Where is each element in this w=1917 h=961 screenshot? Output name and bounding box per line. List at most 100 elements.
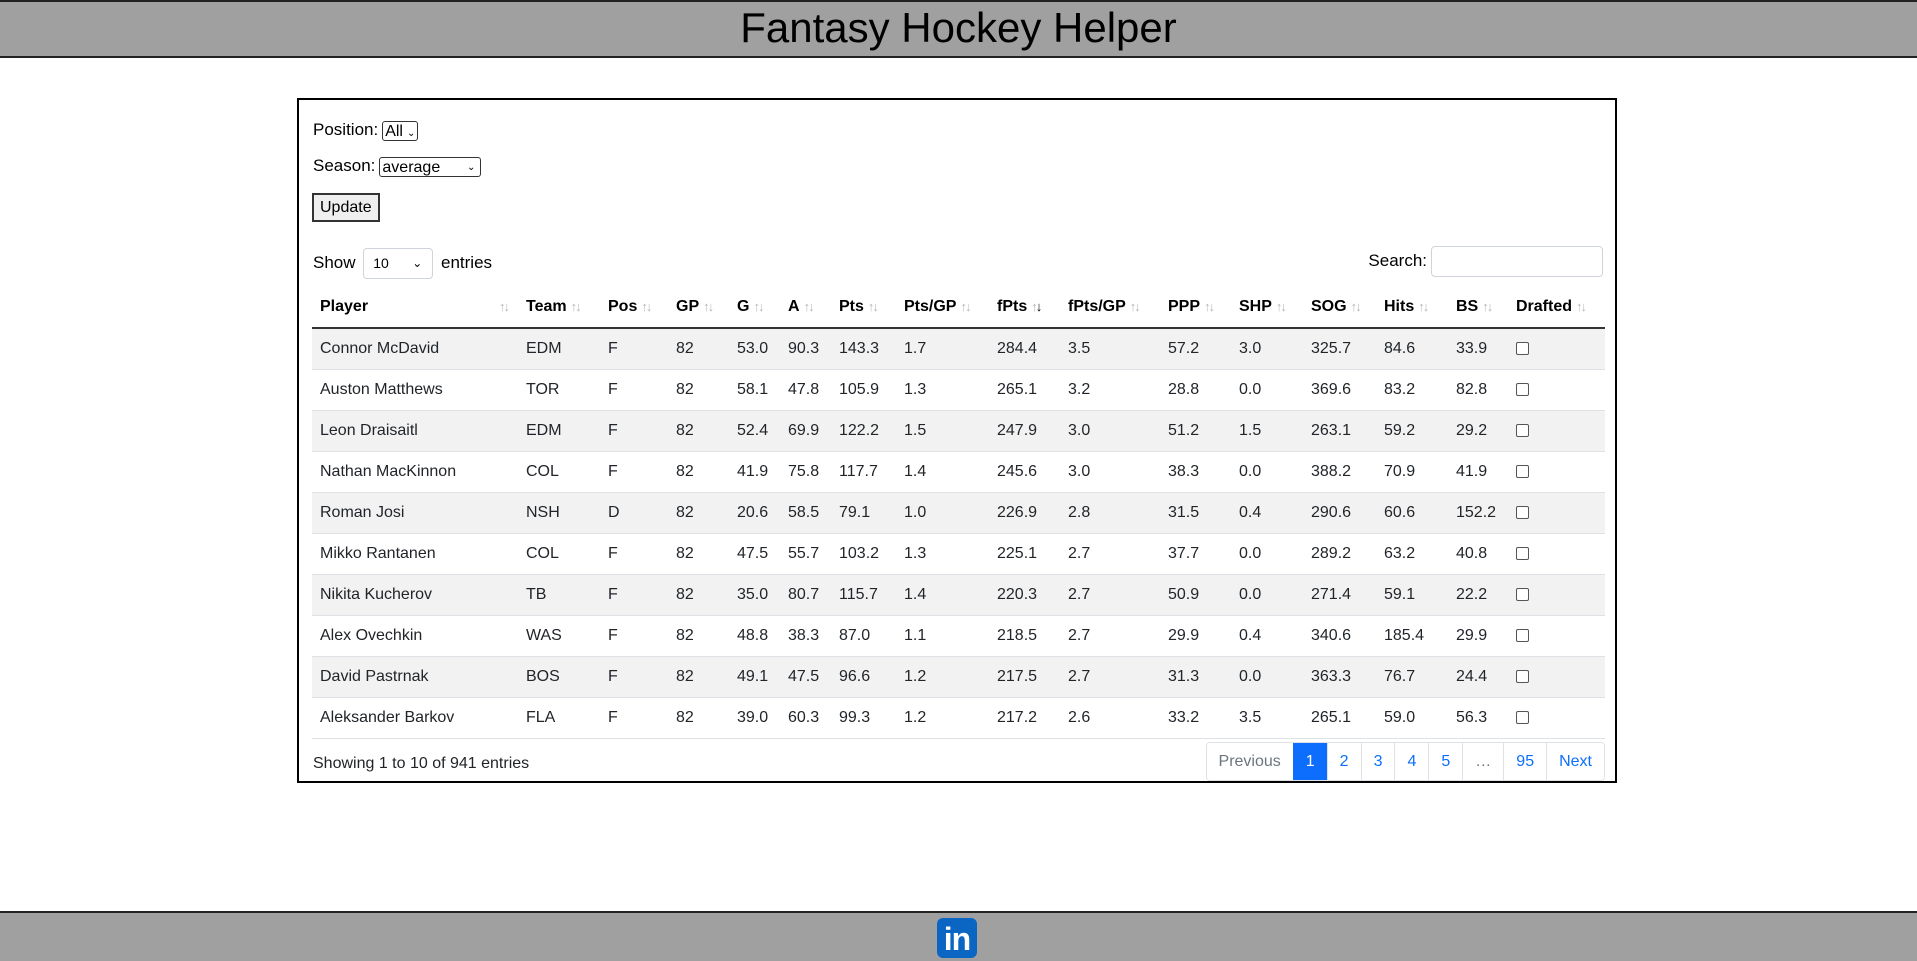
cell-ppp: 37.7 — [1160, 533, 1231, 575]
column-header-label: Team — [526, 298, 567, 315]
chevron-down-icon: ⌄ — [412, 256, 423, 270]
page-header: Fantasy Hockey Helper — [0, 0, 1917, 58]
previous-page-button[interactable]: Previous — [1206, 743, 1293, 780]
column-header-g[interactable]: G ↑↓ — [729, 287, 780, 329]
next-page-button[interactable]: Next — [1546, 743, 1604, 780]
cell-shp: 3.5 — [1231, 697, 1303, 739]
column-header-pts-per-gp[interactable]: Pts/GP ↑↓ — [896, 287, 989, 329]
drafted-checkbox[interactable] — [1516, 670, 1529, 684]
drafted-checkbox[interactable] — [1516, 424, 1529, 438]
cell-fpts: 245.6 — [989, 451, 1060, 493]
page-title: Fantasy Hockey Helper — [740, 4, 1177, 51]
column-header-hits[interactable]: Hits ↑↓ — [1376, 287, 1448, 329]
cell-pts-per-gp: 1.2 — [896, 697, 989, 739]
cell-shp: 0.0 — [1231, 451, 1303, 493]
position-label: Position: — [313, 120, 379, 139]
cell-team: BOS — [518, 656, 600, 698]
cell-g: 41.9 — [729, 451, 780, 493]
cell-pts-per-gp: 1.1 — [896, 615, 989, 657]
cell-bs: 82.8 — [1448, 369, 1508, 411]
cell-ppp: 38.3 — [1160, 451, 1231, 493]
cell-bs: 29.2 — [1448, 410, 1508, 452]
search-label: Search: — [1368, 250, 1427, 270]
drafted-checkbox[interactable] — [1516, 711, 1529, 725]
cell-fpts-per-gp: 3.5 — [1060, 327, 1160, 370]
pagination-ellipsis: … — [1462, 743, 1504, 780]
cell-drafted — [1508, 574, 1605, 616]
table-info: Showing 1 to 10 of 941 entries — [313, 755, 530, 772]
position-select[interactable]: All ⌄ — [382, 120, 419, 141]
column-header-ppp[interactable]: PPP ↑↓ — [1160, 287, 1231, 329]
cell-hits: 59.0 — [1376, 697, 1448, 739]
cell-g: 35.0 — [729, 574, 780, 616]
sort-icon: ↑↓ — [867, 299, 879, 314]
drafted-checkbox[interactable] — [1516, 465, 1529, 479]
cell-pos: F — [600, 574, 668, 616]
page-button-95[interactable]: 95 — [1503, 743, 1547, 780]
column-header-fpts-per-gp[interactable]: fPts/GP ↑↓ — [1060, 287, 1160, 329]
drafted-checkbox[interactable] — [1516, 588, 1529, 602]
cell-shp: 3.0 — [1231, 327, 1303, 370]
table-row: Leon Draisaitl EDM F 82 52.4 69.9 122.2 1.5 247.… — [312, 410, 1605, 452]
cell-sog: 369.6 — [1303, 369, 1376, 411]
column-header-fpts[interactable]: fPts ↑↓ — [989, 287, 1060, 329]
cell-drafted — [1508, 410, 1605, 452]
column-header-sog[interactable]: SOG ↑↓ — [1303, 287, 1376, 329]
cell-bs: 33.9 — [1448, 327, 1508, 370]
cell-gp: 82 — [668, 410, 729, 452]
update-button[interactable]: Update — [312, 193, 380, 222]
cell-pts: 143.3 — [831, 327, 896, 370]
drafted-checkbox[interactable] — [1516, 547, 1529, 561]
cell-fpts: 284.4 — [989, 327, 1060, 370]
table-row: Roman Josi NSH D 82 20.6 58.5 79.1 1.0 226.9 2.8 3… — [312, 492, 1605, 534]
cell-fpts-per-gp: 2.7 — [1060, 615, 1160, 657]
page-button-3[interactable]: 3 — [1360, 743, 1395, 780]
cell-gp: 82 — [668, 369, 729, 411]
cell-drafted — [1508, 369, 1605, 411]
cell-player: Connor McDavid — [312, 327, 518, 370]
cell-ppp: 31.5 — [1160, 492, 1231, 534]
sort-icon: ↑↓ — [1482, 299, 1493, 314]
drafted-checkbox[interactable] — [1516, 629, 1529, 643]
cell-fpts: 220.3 — [989, 574, 1060, 616]
column-header-label: A — [788, 298, 800, 315]
sort-icon: ↑↓ — [753, 299, 764, 314]
column-header-shp[interactable]: SHP ↑↓ — [1231, 287, 1303, 329]
page-button-1[interactable]: 1 — [1292, 743, 1327, 780]
cell-hits: 70.9 — [1376, 451, 1448, 493]
cell-fpts: 218.5 — [989, 615, 1060, 657]
column-header-pos[interactable]: Pos ↑↓ — [600, 287, 668, 329]
drafted-checkbox[interactable] — [1516, 383, 1529, 397]
table-body: Connor McDavid EDM F 82 53.0 90.3 143.3 1.7 284.… — [312, 327, 1605, 739]
column-header-label: fPts/GP — [1068, 298, 1126, 315]
page-button-4[interactable]: 4 — [1394, 743, 1429, 780]
cell-g: 52.4 — [729, 410, 780, 452]
cell-pts: 96.6 — [831, 656, 896, 698]
season-select[interactable]: average ⌄ — [379, 156, 482, 177]
column-header-gp[interactable]: GP ↑↓ — [668, 287, 729, 329]
linkedin-icon[interactable]: in — [937, 918, 977, 958]
search-input[interactable] — [1431, 246, 1603, 277]
column-header-bs[interactable]: BS ↑↓ — [1448, 287, 1508, 329]
cell-g: 48.8 — [729, 615, 780, 657]
sort-icon: ↑↓ — [1576, 299, 1587, 314]
column-header-a[interactable]: A ↑↓ — [780, 287, 831, 329]
cell-pos: F — [600, 656, 668, 698]
drafted-checkbox[interactable] — [1516, 342, 1529, 356]
season-filter: Season: average ⌄ — [313, 156, 482, 177]
page-button-5[interactable]: 5 — [1428, 743, 1463, 780]
page-button-2[interactable]: 2 — [1326, 743, 1361, 780]
cell-shp: 0.4 — [1231, 492, 1303, 534]
column-header-pts[interactable]: Pts ↑↓ — [831, 287, 896, 329]
table-row: Connor McDavid EDM F 82 53.0 90.3 143.3 1.7 284.… — [312, 327, 1605, 370]
column-header-player[interactable]: Player ↑↓ — [312, 287, 518, 329]
cell-a: 69.9 — [780, 410, 831, 452]
sort-icon: ↑↓ — [1129, 299, 1141, 314]
entries-length-select[interactable]: 10 ⌄ — [363, 248, 434, 279]
drafted-checkbox[interactable] — [1516, 506, 1529, 520]
column-header-team[interactable]: Team ↑↓ — [518, 287, 600, 329]
column-header-drafted[interactable]: Drafted ↑↓ — [1508, 287, 1605, 329]
column-header-label: Drafted — [1516, 298, 1573, 315]
cell-fpts: 225.1 — [989, 533, 1060, 575]
sort-desc-icon: ↑↓ — [1031, 299, 1042, 314]
